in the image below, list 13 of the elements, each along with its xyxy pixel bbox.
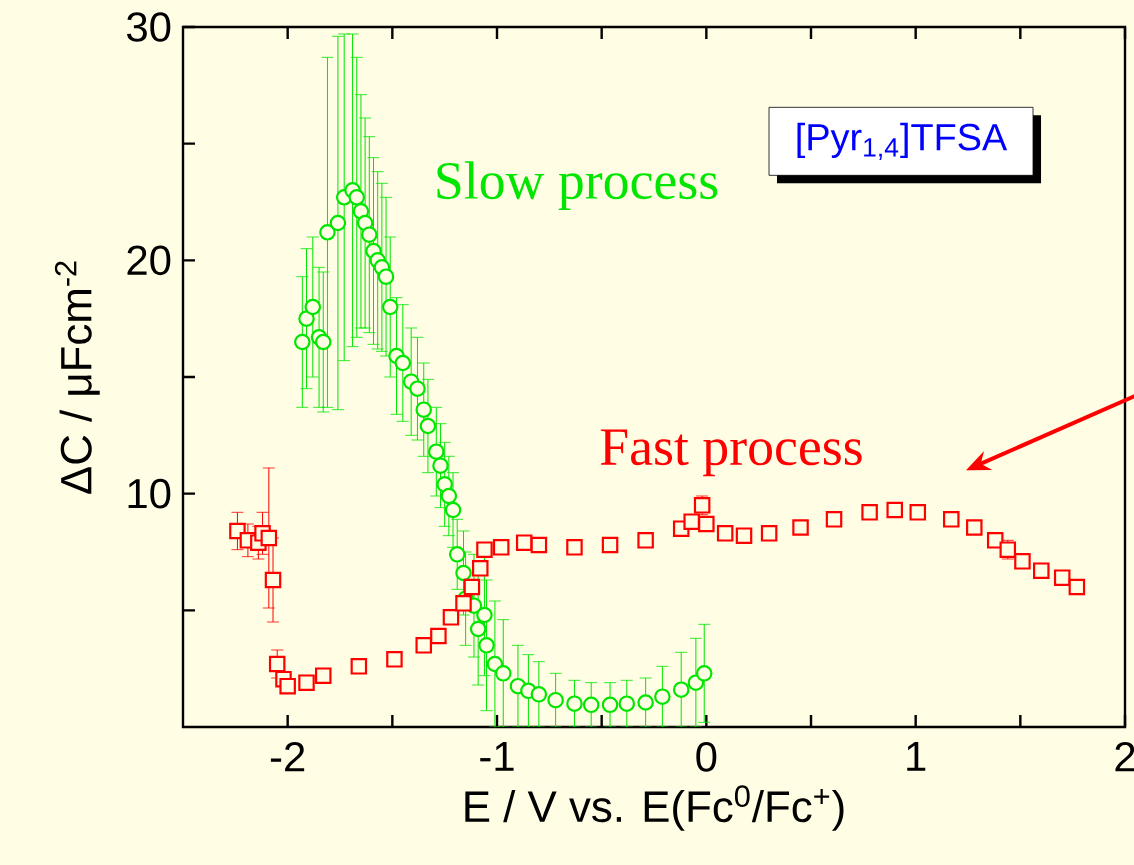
y-tick-label: 10 xyxy=(128,478,171,509)
series-label: Slow process xyxy=(437,161,718,211)
y-tick-label: 20 xyxy=(127,245,171,276)
x-tick-label: 1 xyxy=(907,742,926,771)
annotation: [Pyr$_{1,4}$]TFSA xyxy=(797,122,1008,160)
x-tick-label: -2 xyxy=(270,742,305,772)
y-axis-title: ΔC / μFcm$^{-2}$ xyxy=(54,261,100,494)
x-axis-title: E / V vs. E(Fc$^{0}$/Fc$^{+}$) xyxy=(465,785,844,831)
legend-label: Fast process xyxy=(600,429,862,477)
x-tick-label: 0 xyxy=(696,742,717,772)
x-tick-label: -1 xyxy=(480,742,514,771)
y-tick-label: 30 xyxy=(127,12,171,42)
x-tick-label: 2 xyxy=(1115,742,1134,772)
